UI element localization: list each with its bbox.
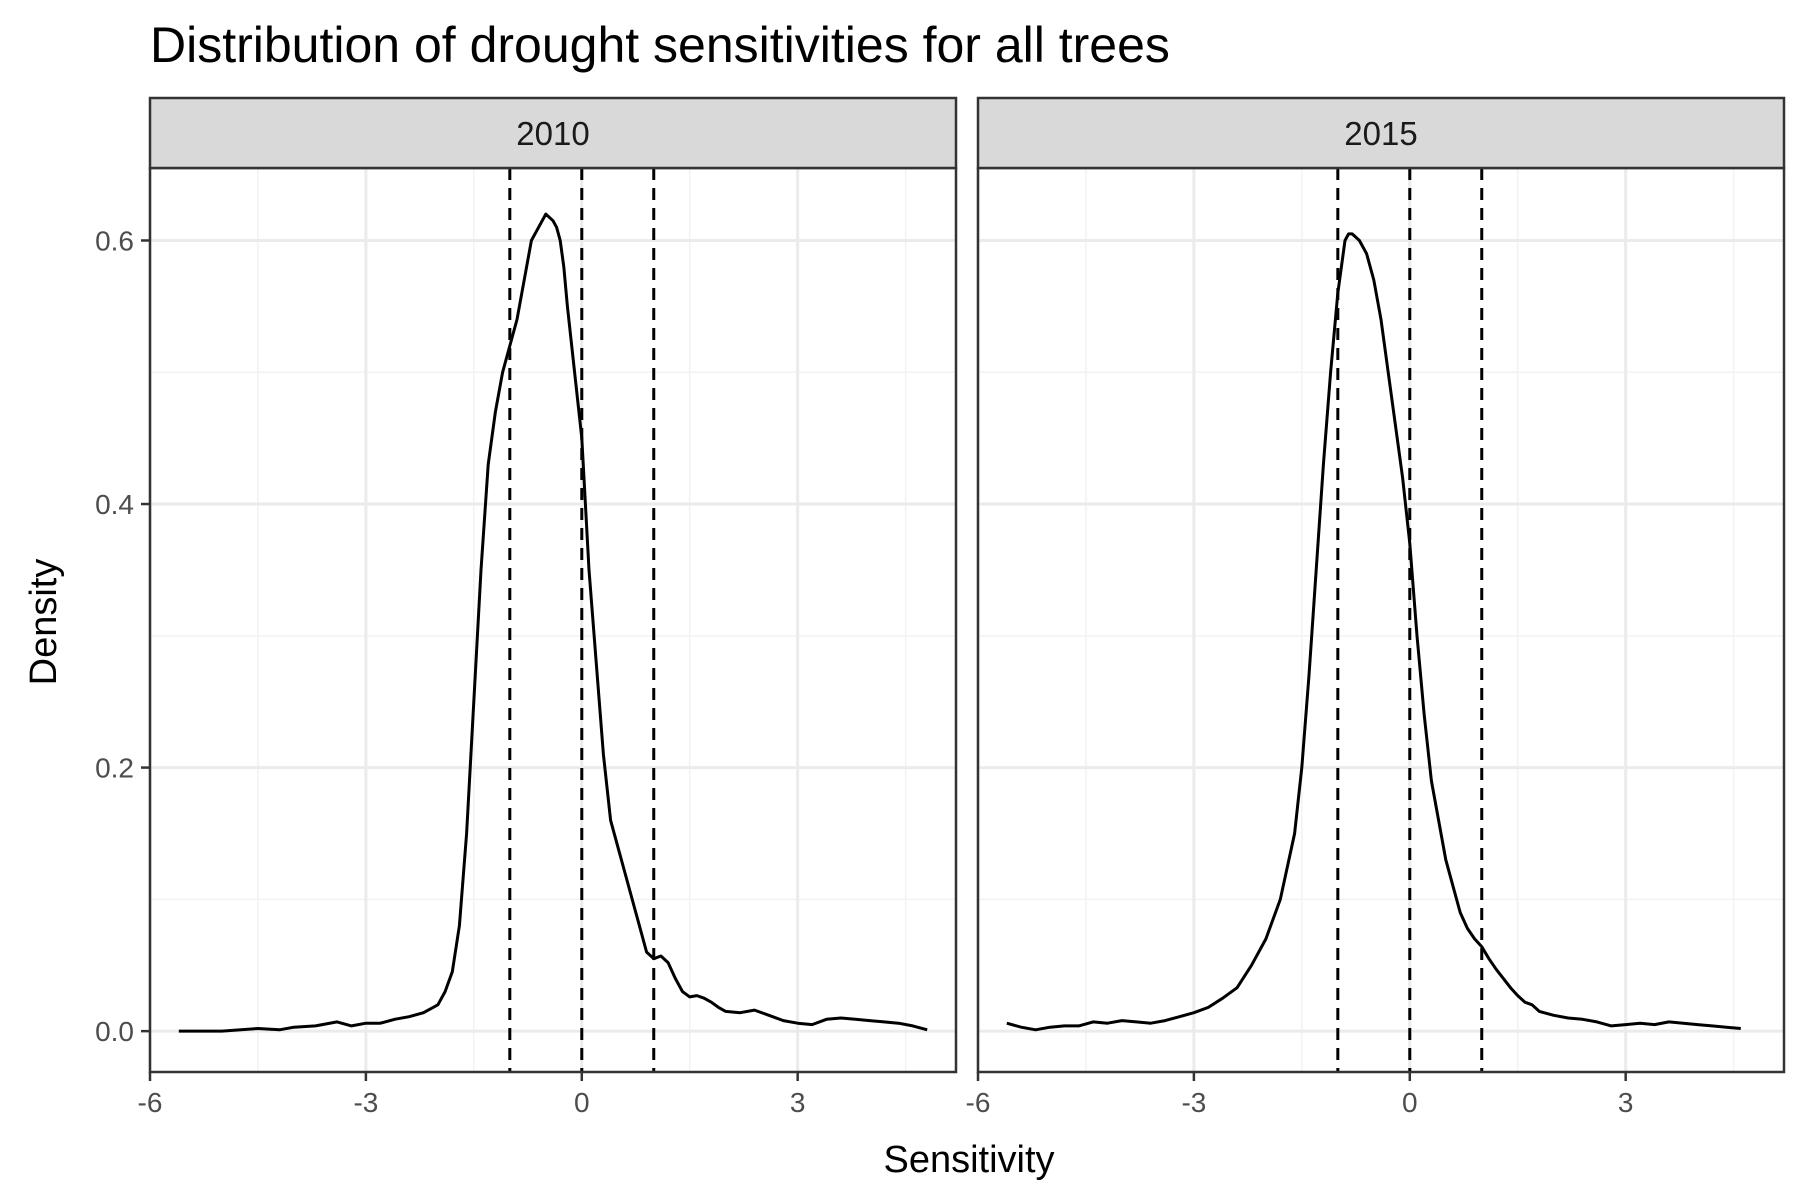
facet-strip: [148, 96, 958, 170]
panel-background: [150, 168, 956, 1072]
density-curve-2015: [1006, 232, 1741, 1032]
facet-strip-label: 2010: [516, 115, 589, 152]
chart-title: Distribution of drought sensitivities fo…: [150, 17, 1170, 73]
panel-2010: 2010: [148, 96, 958, 1074]
x-axis-title: Sensitivity: [883, 1139, 1054, 1181]
y-axis-group: 0.0 0.2 0.4 0.6: [95, 225, 150, 1047]
x-tick-label: 0: [1402, 1087, 1418, 1118]
x-tick-label: 0: [574, 1087, 590, 1118]
x-tick-label: 3: [790, 1087, 806, 1118]
x-axes-group: -6 -3 0 3 -6 -3 0 3: [138, 1072, 1634, 1118]
y-tick-label: 0.6: [95, 225, 134, 256]
x-tick-label: -6: [966, 1087, 991, 1118]
x-tick-label: 3: [1618, 1087, 1634, 1118]
y-tick-label: 0.4: [95, 489, 134, 520]
y-tick-label: 0.0: [95, 1016, 134, 1047]
y-axis-title: Density: [23, 559, 65, 686]
facet-strip-label: 2015: [1344, 115, 1417, 152]
x-tick-label: -3: [353, 1087, 378, 1118]
panels-group: 2010 2015: [148, 96, 1786, 1074]
density-curve-2010: [178, 212, 928, 1033]
panel-background: [978, 168, 1784, 1072]
panel-2015: 2015: [976, 96, 1786, 1074]
facet-strip: [976, 96, 1786, 170]
x-tick-label: -6: [138, 1087, 163, 1118]
y-tick-label: 0.2: [95, 753, 134, 784]
x-tick-label: -3: [1181, 1087, 1206, 1118]
